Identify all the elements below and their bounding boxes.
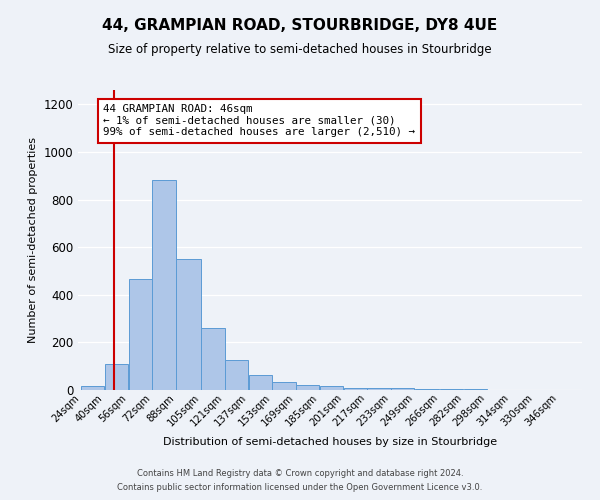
Bar xyxy=(128,280,152,390)
Bar xyxy=(320,386,343,390)
Text: Size of property relative to semi-detached houses in Stourbridge: Size of property relative to semi-detach… xyxy=(108,42,492,56)
X-axis label: Distribution of semi-detached houses by size in Stourbridge: Distribution of semi-detached houses by … xyxy=(163,436,497,446)
Bar xyxy=(415,389,439,390)
Bar xyxy=(391,388,414,390)
Bar xyxy=(225,360,248,390)
Text: Contains public sector information licensed under the Open Government Licence v3: Contains public sector information licen… xyxy=(118,484,482,492)
Bar xyxy=(272,382,296,390)
Bar xyxy=(248,375,272,390)
Bar xyxy=(81,386,104,390)
Bar xyxy=(296,385,319,390)
Text: 44, GRAMPIAN ROAD, STOURBRIDGE, DY8 4UE: 44, GRAMPIAN ROAD, STOURBRIDGE, DY8 4UE xyxy=(103,18,497,32)
Bar xyxy=(201,328,224,390)
Text: Contains HM Land Registry data © Crown copyright and database right 2024.: Contains HM Land Registry data © Crown c… xyxy=(137,468,463,477)
Bar xyxy=(105,364,128,390)
Text: 44 GRAMPIAN ROAD: 46sqm
← 1% of semi-detached houses are smaller (30)
99% of sem: 44 GRAMPIAN ROAD: 46sqm ← 1% of semi-det… xyxy=(103,104,415,138)
Bar xyxy=(344,388,367,390)
Bar xyxy=(152,180,176,390)
Bar xyxy=(176,259,201,390)
Bar xyxy=(367,388,391,390)
Y-axis label: Number of semi-detached properties: Number of semi-detached properties xyxy=(28,137,38,343)
